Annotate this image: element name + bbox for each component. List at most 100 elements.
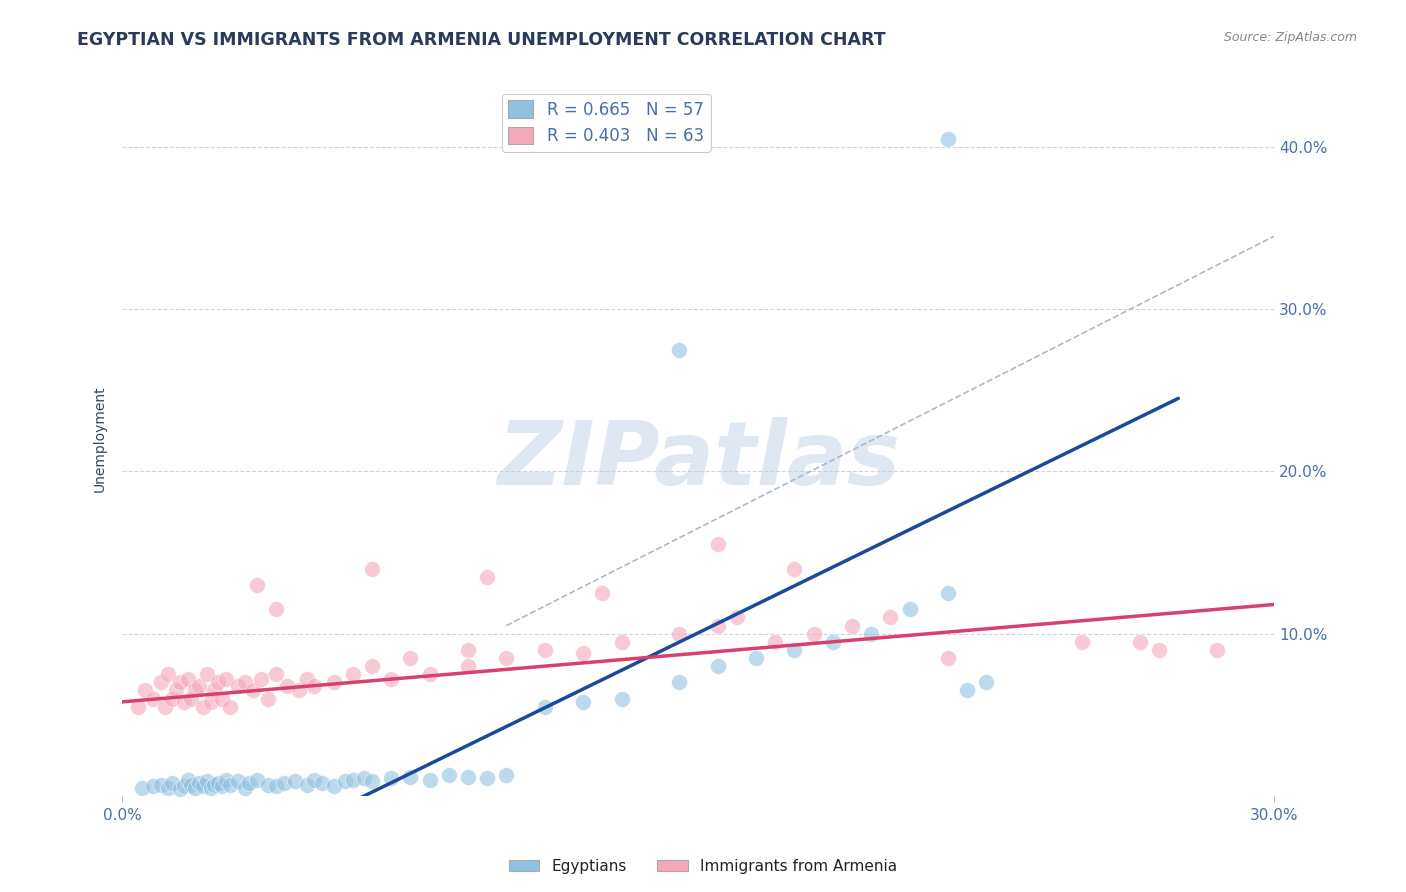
Point bbox=[457, 770, 479, 784]
Point bbox=[200, 695, 222, 709]
Point bbox=[169, 782, 191, 797]
Point bbox=[233, 675, 256, 690]
Point bbox=[215, 672, 238, 686]
Point bbox=[342, 772, 364, 787]
Point bbox=[956, 683, 979, 698]
Point bbox=[399, 770, 422, 784]
Point bbox=[157, 780, 180, 795]
Point bbox=[353, 771, 375, 785]
Point bbox=[572, 646, 595, 660]
Point bbox=[610, 691, 633, 706]
Point bbox=[399, 651, 422, 665]
Point bbox=[322, 675, 344, 690]
Point bbox=[226, 774, 249, 789]
Point bbox=[418, 772, 440, 787]
Point bbox=[173, 779, 195, 793]
Point bbox=[1147, 643, 1170, 657]
Point bbox=[134, 683, 156, 698]
Point bbox=[215, 772, 238, 787]
Point bbox=[668, 343, 690, 357]
Point bbox=[160, 776, 183, 790]
Point bbox=[803, 626, 825, 640]
Point bbox=[273, 776, 295, 790]
Text: ZIPatlas: ZIPatlas bbox=[496, 417, 900, 504]
Point bbox=[195, 774, 218, 789]
Point bbox=[475, 771, 498, 785]
Point bbox=[242, 683, 264, 698]
Point bbox=[165, 683, 187, 698]
Point bbox=[188, 776, 211, 790]
Point bbox=[257, 778, 280, 792]
Point bbox=[233, 780, 256, 795]
Text: Source: ZipAtlas.com: Source: ZipAtlas.com bbox=[1223, 31, 1357, 45]
Point bbox=[361, 774, 384, 789]
Point bbox=[246, 772, 269, 787]
Point bbox=[211, 691, 233, 706]
Point bbox=[284, 774, 307, 789]
Point bbox=[763, 635, 786, 649]
Point bbox=[207, 776, 229, 790]
Point bbox=[207, 675, 229, 690]
Point bbox=[200, 780, 222, 795]
Point bbox=[976, 675, 998, 690]
Point bbox=[246, 578, 269, 592]
Legend: Egyptians, Immigrants from Armenia: Egyptians, Immigrants from Armenia bbox=[502, 853, 904, 880]
Point bbox=[195, 667, 218, 681]
Point bbox=[218, 778, 240, 792]
Point bbox=[936, 586, 959, 600]
Point bbox=[218, 699, 240, 714]
Point bbox=[725, 610, 748, 624]
Point bbox=[153, 699, 176, 714]
Point bbox=[668, 626, 690, 640]
Point bbox=[176, 672, 198, 686]
Point bbox=[361, 562, 384, 576]
Point bbox=[418, 667, 440, 681]
Point bbox=[238, 776, 260, 790]
Point bbox=[533, 699, 555, 714]
Point bbox=[257, 691, 280, 706]
Point bbox=[361, 659, 384, 673]
Point bbox=[142, 779, 165, 793]
Point bbox=[311, 776, 333, 790]
Point bbox=[288, 683, 311, 698]
Point bbox=[706, 537, 728, 551]
Point bbox=[149, 675, 172, 690]
Point bbox=[1129, 635, 1152, 649]
Point bbox=[157, 667, 180, 681]
Point bbox=[204, 683, 226, 698]
Point bbox=[936, 131, 959, 145]
Point bbox=[176, 772, 198, 787]
Point bbox=[264, 602, 287, 616]
Point bbox=[879, 610, 901, 624]
Point bbox=[437, 768, 460, 782]
Point bbox=[191, 699, 214, 714]
Text: EGYPTIAN VS IMMIGRANTS FROM ARMENIA UNEMPLOYMENT CORRELATION CHART: EGYPTIAN VS IMMIGRANTS FROM ARMENIA UNEM… bbox=[77, 31, 886, 49]
Point bbox=[860, 626, 883, 640]
Point bbox=[457, 659, 479, 673]
Point bbox=[322, 779, 344, 793]
Point bbox=[184, 683, 207, 698]
Point bbox=[180, 691, 202, 706]
Point bbox=[783, 562, 806, 576]
Point bbox=[495, 651, 517, 665]
Point bbox=[783, 643, 806, 657]
Point bbox=[276, 679, 298, 693]
Point bbox=[706, 659, 728, 673]
Point bbox=[898, 602, 921, 616]
Point bbox=[188, 679, 211, 693]
Point bbox=[591, 586, 613, 600]
Point bbox=[191, 779, 214, 793]
Point bbox=[706, 618, 728, 632]
Point bbox=[226, 679, 249, 693]
Point bbox=[572, 695, 595, 709]
Point bbox=[610, 635, 633, 649]
Point bbox=[533, 643, 555, 657]
Point bbox=[745, 651, 768, 665]
Point bbox=[304, 679, 326, 693]
Point bbox=[295, 672, 318, 686]
Point bbox=[936, 651, 959, 665]
Point bbox=[295, 778, 318, 792]
Point bbox=[127, 699, 149, 714]
Point bbox=[1071, 635, 1094, 649]
Point bbox=[304, 772, 326, 787]
